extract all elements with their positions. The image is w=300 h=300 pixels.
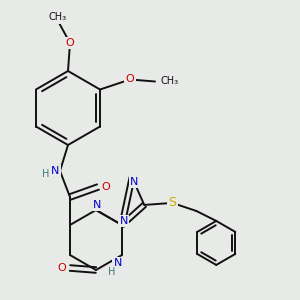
Text: N: N [114,258,122,268]
Text: O: O [58,263,66,273]
Text: N: N [93,200,101,210]
Text: O: O [102,182,110,192]
Text: H: H [42,169,50,179]
Text: N: N [130,176,138,187]
Text: N: N [51,166,59,176]
Text: CH₃: CH₃ [49,12,67,22]
Text: N: N [120,216,128,226]
Text: CH₃: CH₃ [160,76,178,86]
Text: O: O [126,74,134,85]
Text: O: O [66,38,74,48]
Text: S: S [168,196,176,209]
Text: H: H [108,267,116,277]
Text: CH₃: CH₃ [49,13,67,23]
